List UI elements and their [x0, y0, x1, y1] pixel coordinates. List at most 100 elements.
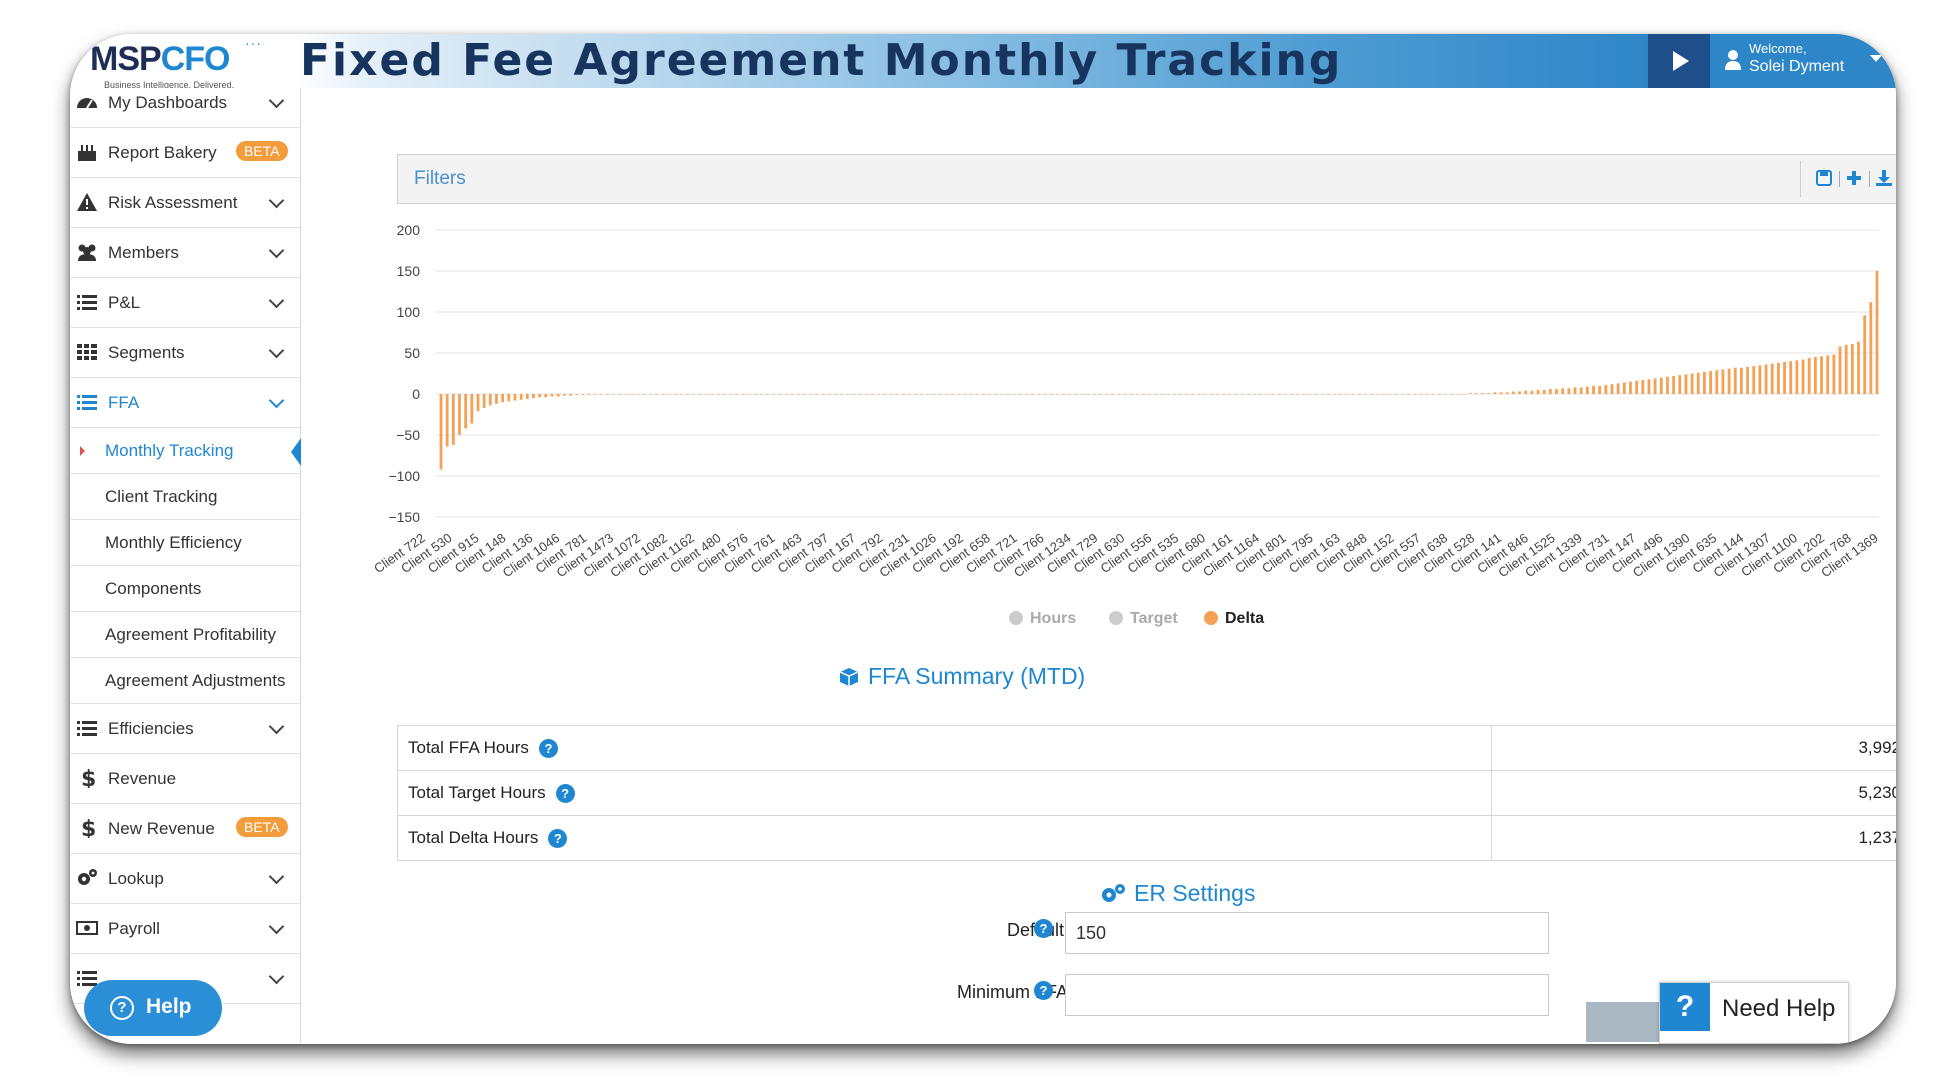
chart-bar — [495, 394, 498, 404]
info-icon[interactable]: ? — [538, 739, 558, 758]
chart-bar — [1012, 394, 1016, 395]
row-value: 5,230 — [1491, 770, 1896, 816]
cake-icon — [78, 145, 96, 161]
save-icon[interactable] — [1815, 169, 1833, 187]
sidebar-item-revenue[interactable]: $ Revenue — [70, 754, 300, 804]
sidebar-item-risk-assessment[interactable]: Risk Assessment — [70, 178, 300, 228]
chart-bar — [1277, 394, 1281, 395]
chart-bar — [1857, 341, 1860, 394]
need-help-widget[interactable]: ? Need Help — [1659, 982, 1849, 1044]
chart-bar — [636, 394, 640, 395]
chart-bar — [1006, 394, 1010, 395]
plus-icon[interactable] — [1845, 169, 1863, 187]
y-tick-label: 0 — [412, 386, 420, 402]
sidebar-sub-agreement-adjustments[interactable]: Agreement Adjustments — [70, 658, 300, 704]
default-er-input[interactable]: 150 — [1065, 912, 1549, 954]
chart-bar — [1635, 380, 1639, 394]
chart-bar — [981, 394, 985, 395]
legend-marker — [1009, 611, 1023, 625]
download-icon[interactable] — [1875, 169, 1893, 187]
users-icon — [78, 244, 96, 261]
chart-bar — [679, 394, 683, 395]
chart-bar — [1573, 387, 1577, 394]
logo[interactable]: MSPCFO ··· Business Intelligence. Delive… — [90, 35, 261, 90]
sidebar-item-efficiencies[interactable]: Efficiencies — [70, 704, 300, 754]
filters-toolbar — [1800, 161, 1896, 197]
chart-bar — [1795, 360, 1799, 394]
sidebar-item-payroll[interactable]: Payroll — [70, 904, 300, 954]
sidebar-sub-monthly-tracking[interactable]: Monthly Tracking — [70, 428, 301, 474]
chart-bar — [932, 394, 936, 395]
play-button[interactable] — [1648, 34, 1710, 88]
chart-bar — [803, 394, 807, 395]
chevron-down-icon — [268, 392, 285, 409]
info-icon[interactable]: ? — [1034, 981, 1053, 1000]
chart-bar — [1468, 393, 1472, 394]
chart-bar — [827, 394, 831, 395]
chart-bar — [556, 394, 560, 397]
sidebar-item-ffa[interactable]: FFA — [70, 378, 300, 428]
chart-bar — [1511, 391, 1515, 394]
sidebar-item-my-dashboards[interactable]: My Dashboards — [70, 78, 300, 128]
sidebar-sub-agreement-profitability[interactable]: Agreement Profitability — [70, 612, 300, 658]
sidebar-sub-components[interactable]: Components — [70, 566, 300, 612]
chart-bar — [593, 394, 597, 395]
info-icon[interactable]: ? — [555, 784, 575, 803]
submit-button[interactable] — [1586, 1002, 1666, 1042]
main-content: Filters 200 150 100 50 0 −50 −100 −150 Client 72… — [301, 88, 1896, 1044]
chart-bar — [513, 394, 517, 401]
sidebar-item-lookup[interactable]: Lookup — [70, 854, 300, 904]
chart-bar — [1536, 389, 1540, 394]
sidebar-sub-label: Client Tracking — [105, 487, 218, 506]
chevron-down-icon — [268, 242, 285, 259]
chart-bar — [1382, 394, 1386, 395]
sidebar-item-label: My Dashboards — [108, 92, 228, 112]
chart-bar — [1770, 363, 1774, 394]
filters-panel[interactable]: Filters — [397, 154, 1896, 204]
chevron-down-icon — [268, 718, 285, 735]
cube-icon — [839, 667, 859, 686]
info-icon[interactable]: ? — [1034, 919, 1053, 938]
chart-bar — [1555, 389, 1558, 394]
chart-bar — [1863, 315, 1867, 394]
sidebar-item-report-bakery[interactable]: Report Bakery BETA — [70, 128, 300, 178]
sidebar-sub-monthly-efficiency[interactable]: Monthly Efficiency — [70, 520, 300, 566]
chart-bar — [482, 394, 486, 408]
chart-bar — [1542, 389, 1546, 394]
chart-bar — [1740, 367, 1743, 394]
chart-bar — [1481, 393, 1484, 394]
chart-bar — [1253, 394, 1256, 395]
info-icon[interactable]: ? — [548, 829, 568, 848]
y-tick-label: 50 — [404, 345, 420, 361]
user-name: Solei Dyment — [1749, 58, 1845, 75]
row-value: 3,992 — [1491, 725, 1896, 771]
user-menu[interactable]: Welcome, Solei Dyment — [1710, 34, 1896, 88]
chart-bar — [852, 394, 856, 395]
row-label: Total Delta Hours — [408, 827, 539, 847]
caret-right-icon — [80, 446, 85, 456]
sidebar-item-pl[interactable]: P&L — [70, 278, 300, 328]
chart-bar — [642, 394, 646, 395]
list-icon — [77, 971, 97, 986]
chevron-down-icon — [268, 192, 285, 209]
sidebar-item-members[interactable]: Members — [70, 228, 300, 278]
sidebar-sub-client-tracking[interactable]: Client Tracking — [70, 474, 300, 520]
chart-bar — [975, 394, 979, 395]
minimum-ffa-input[interactable] — [1065, 974, 1549, 1016]
chart-bar — [1733, 367, 1737, 394]
chart-bar — [858, 394, 862, 395]
chart-bar — [1191, 394, 1195, 395]
chart-bar — [772, 394, 776, 395]
chart-bar — [1031, 394, 1035, 395]
chart-bar — [1629, 381, 1632, 394]
chart-bar — [1474, 393, 1478, 394]
chart-bar — [1357, 394, 1361, 395]
chart-bar — [1413, 394, 1417, 395]
sidebar-item-segments[interactable]: Segments — [70, 328, 300, 378]
y-tick-label: −100 — [388, 468, 420, 484]
help-button[interactable]: ? Help — [84, 980, 222, 1036]
chart-bar — [1462, 394, 1466, 395]
dollar-icon: $ — [81, 768, 96, 788]
table-row: Total Delta Hours? 1,237 — [397, 815, 1896, 861]
sidebar-item-new-revenue[interactable]: $ New Revenue BETA — [70, 804, 300, 854]
